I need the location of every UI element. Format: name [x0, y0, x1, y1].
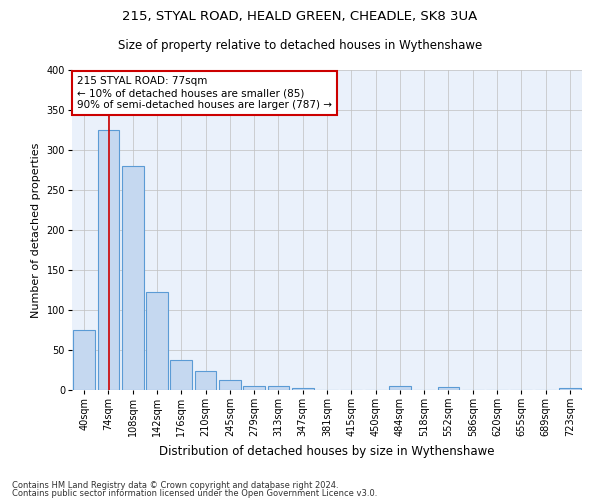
Text: 215, STYAL ROAD, HEALD GREEN, CHEADLE, SK8 3UA: 215, STYAL ROAD, HEALD GREEN, CHEADLE, S…: [122, 10, 478, 23]
Bar: [389, 386, 411, 390]
Y-axis label: Number of detached properties: Number of detached properties: [31, 142, 41, 318]
Bar: [292, 388, 314, 390]
Text: Contains public sector information licensed under the Open Government Licence v3: Contains public sector information licen…: [12, 488, 377, 498]
Text: Size of property relative to detached houses in Wythenshawe: Size of property relative to detached ho…: [118, 40, 482, 52]
Text: Contains HM Land Registry data © Crown copyright and database right 2024.: Contains HM Land Registry data © Crown c…: [12, 481, 338, 490]
Bar: [219, 380, 241, 390]
Bar: [243, 386, 265, 390]
Bar: [437, 387, 460, 390]
Bar: [122, 166, 143, 390]
Bar: [194, 371, 217, 390]
Text: 215 STYAL ROAD: 77sqm
← 10% of detached houses are smaller (85)
90% of semi-deta: 215 STYAL ROAD: 77sqm ← 10% of detached …: [77, 76, 332, 110]
Bar: [559, 388, 581, 390]
Bar: [97, 130, 119, 390]
Bar: [170, 360, 192, 390]
Bar: [146, 292, 168, 390]
Bar: [268, 386, 289, 390]
Bar: [73, 330, 95, 390]
X-axis label: Distribution of detached houses by size in Wythenshawe: Distribution of detached houses by size …: [159, 445, 495, 458]
